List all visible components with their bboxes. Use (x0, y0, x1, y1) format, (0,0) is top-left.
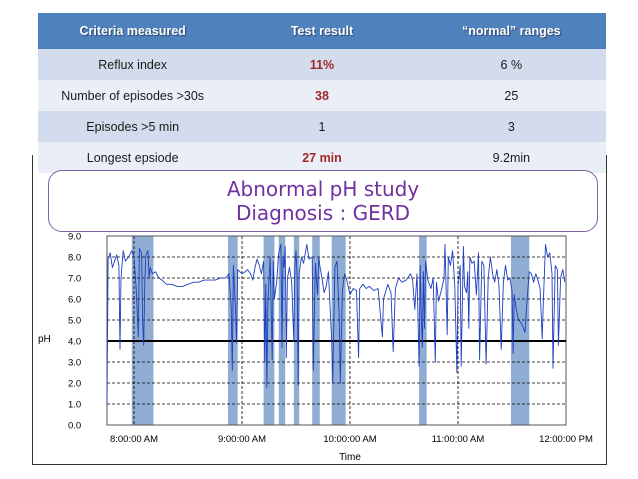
header-criteria: Criteria measured (38, 13, 228, 49)
result-cell: 11% (227, 49, 417, 80)
result-cell: 1 (227, 111, 417, 142)
y-tick-label: 0.0 (68, 421, 81, 432)
table-header-row: Criteria measured Test result “normal” r… (38, 13, 606, 49)
y-tick-label: 4.0 (68, 337, 81, 348)
header-test-result: Test result (227, 13, 417, 49)
criterion-cell: Reflux index (38, 49, 228, 80)
x-tick-label: 11:00:00 AM (432, 434, 485, 445)
x-tick-labels: 8:00:00 AM 9:00:00 AM 10:00:00 AM 11:00:00 … (110, 434, 593, 445)
y-tick-label: 2.0 (68, 379, 81, 390)
y-tick-label: 8.0 (68, 253, 81, 264)
y-tick-label: 5.0 (68, 316, 81, 327)
x-tick-label: 10:00:00 AM (323, 434, 376, 445)
y-tick-label: 9.0 (68, 232, 81, 243)
reflux-band (293, 236, 300, 425)
chart-frame (32, 155, 607, 465)
criterion-cell: Number of episodes >30s (38, 80, 228, 111)
header-normal-ranges: “normal” ranges (416, 13, 606, 49)
result-cell: 38 (227, 80, 417, 111)
reflux-band (510, 236, 530, 425)
normal-cell: 6 % (416, 49, 606, 80)
normal-cell: 3 (416, 111, 606, 142)
table-row: Number of episodes >30s 38 25 (38, 80, 606, 111)
x-tick-label: 12:00:00 PM (539, 434, 593, 445)
reflux-band (312, 236, 320, 425)
criterion-cell: Episodes >5 min (38, 111, 228, 142)
table-row: Reflux index 11% 6 % (38, 49, 606, 80)
result-cell: 27 min (227, 142, 417, 173)
y-tick-labels: 0.0 1.0 2.0 3.0 4.0 5.0 6.0 7.0 8.0 9.0 (68, 232, 81, 432)
reflux-band (331, 236, 346, 425)
diagnosis-box: Abnormal pH study Diagnosis : GERD (48, 170, 598, 232)
plot-border (106, 235, 567, 426)
normal-cell: 9.2min (416, 142, 606, 173)
x-tick-label: 8:00:00 AM (110, 434, 158, 445)
y-tick-label: 7.0 (68, 274, 81, 285)
reflux-band (263, 236, 275, 425)
normal-cell: 25 (416, 80, 606, 111)
y-tick-label: 3.0 (68, 358, 81, 369)
table-row: Longest epsiode 27 min 9.2min (38, 142, 606, 173)
x-tick-label: 9:00:00 AM (218, 434, 266, 445)
table-row: Episodes >5 min 1 3 (38, 111, 606, 142)
y-tick-label: 1.0 (68, 400, 81, 411)
y-tick-label: 6.0 (68, 295, 81, 306)
diagnosis-line-2: Diagnosis : GERD (235, 201, 411, 225)
ph-trace (106, 243, 566, 405)
criterion-cell: Longest epsiode (38, 142, 228, 173)
x-axis-label: Time (339, 452, 361, 463)
diagnosis-line-1: Abnormal pH study (226, 177, 420, 201)
y-axis-label: pH (38, 334, 51, 345)
results-table: Criteria measured Test result “normal” r… (38, 13, 606, 173)
